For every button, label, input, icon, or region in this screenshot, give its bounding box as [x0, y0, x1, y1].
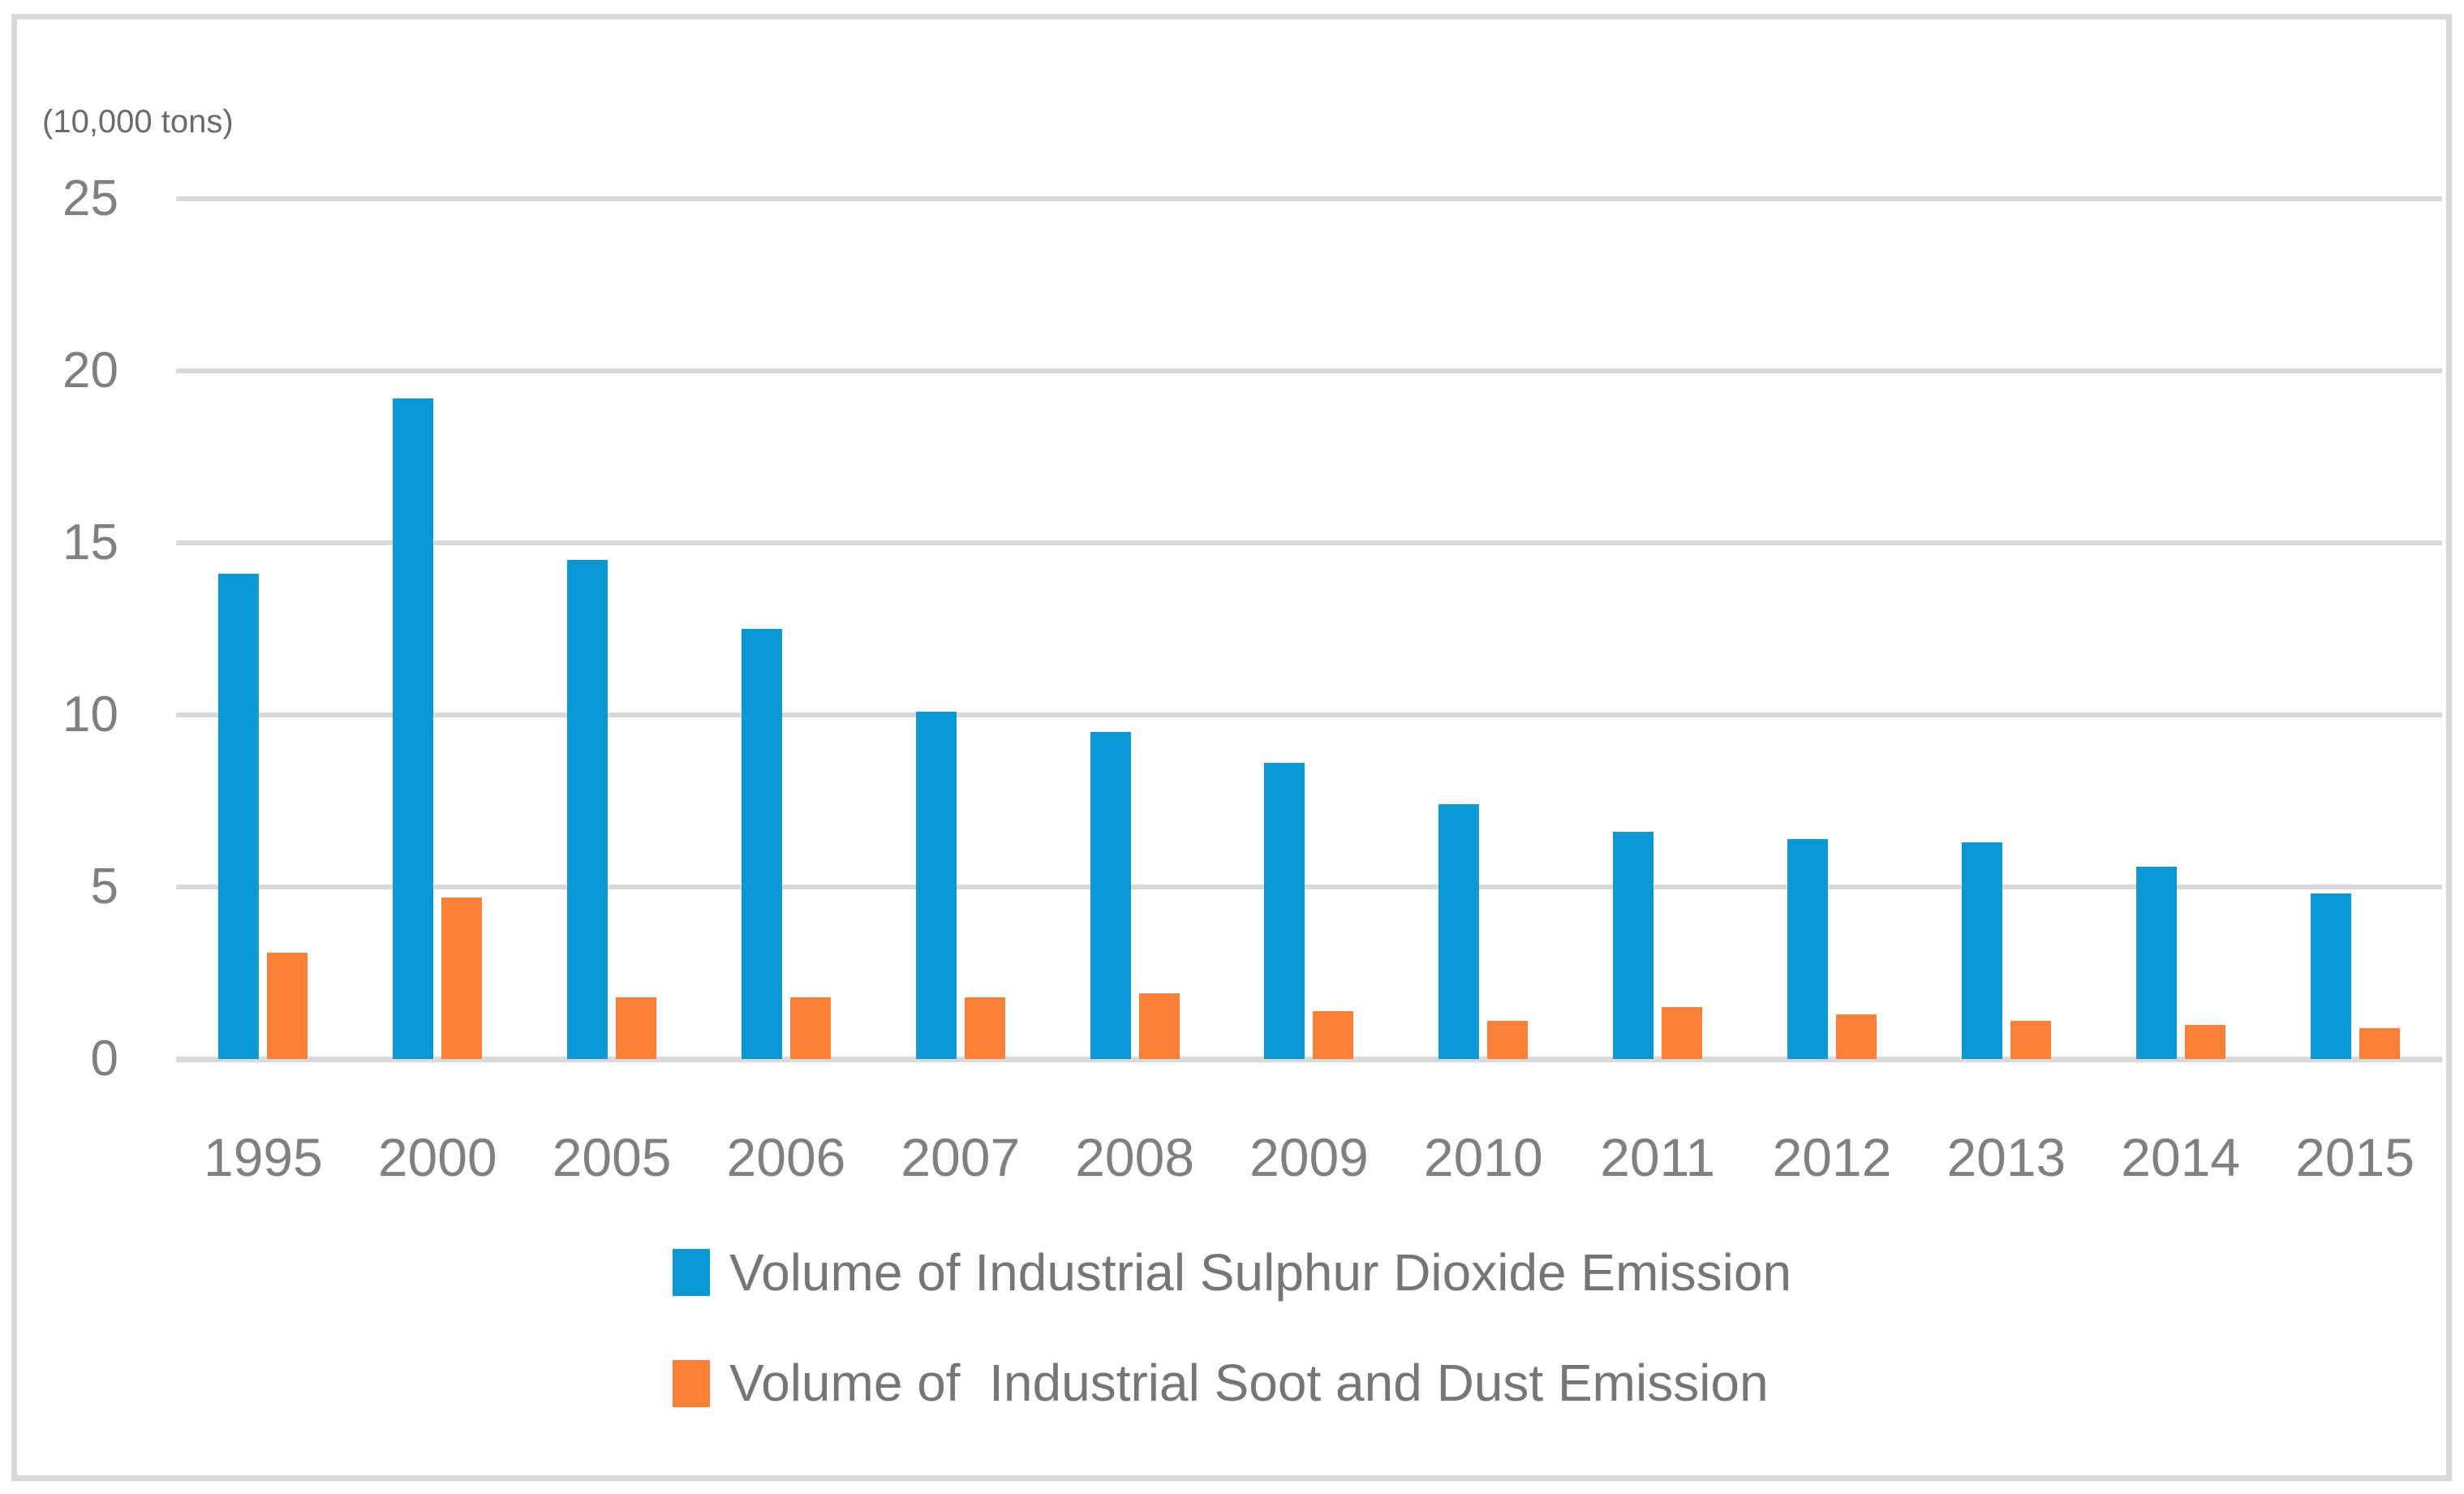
bar-group-2009	[1222, 199, 1396, 1059]
bar-soot-dust-1995	[267, 953, 308, 1059]
bar-sulphur-dioxide-2008	[1090, 732, 1131, 1059]
bar-sulphur-dioxide-2007	[915, 712, 957, 1059]
x-label-2005: 2005	[552, 1127, 672, 1187]
bar-group-2011	[1571, 199, 1745, 1059]
legend-swatch-soot-dust-icon	[672, 1359, 710, 1407]
bar-group-2007	[873, 199, 1047, 1059]
bar-group-2014	[2093, 199, 2268, 1059]
bar-group-2005	[525, 199, 699, 1059]
gridline-15	[176, 540, 2442, 545]
bar-sulphur-dioxide-1995	[218, 574, 260, 1059]
bar-soot-dust-2006	[789, 997, 831, 1059]
x-label-2009: 2009	[1249, 1127, 1369, 1187]
bar-sulphur-dioxide-2013	[1961, 842, 2002, 1059]
x-axis-labels: 1995 2000 2005 2006 2007 2008 2009 2010 2011 2012…	[176, 1126, 2442, 1188]
bar-groups	[176, 199, 2442, 1059]
bar-group-2008	[1047, 199, 1222, 1059]
x-label-2000: 2000	[377, 1127, 497, 1187]
gridline-20	[176, 368, 2442, 373]
gridline-0	[176, 1057, 2442, 1062]
bar-soot-dust-2013	[2010, 1021, 2051, 1059]
gridline-10	[176, 713, 2442, 717]
legend-label-sulphur-dioxide: Volume of Industrial Sulphur Dioxide Emi…	[729, 1243, 1792, 1302]
x-label-1995: 1995	[204, 1127, 323, 1187]
y-tick-15: 15	[62, 515, 118, 570]
bar-soot-dust-2007	[964, 997, 1005, 1059]
y-tick-10: 10	[62, 687, 118, 743]
bar-group-2000	[350, 199, 525, 1059]
y-tick-0: 0	[90, 1031, 118, 1087]
bar-group-1995	[176, 199, 350, 1059]
bar-soot-dust-2014	[2184, 1025, 2225, 1059]
y-axis-unit-label: (10,000 tons)	[42, 104, 234, 140]
x-label-2008: 2008	[1075, 1127, 1195, 1187]
plot-area	[176, 196, 2442, 1062]
bar-soot-dust-2010	[1487, 1021, 1529, 1059]
x-label-2010: 2010	[1423, 1127, 1543, 1187]
bar-group-2010	[1396, 199, 1571, 1059]
x-label-2006: 2006	[726, 1127, 846, 1187]
x-label-2015: 2015	[2295, 1127, 2415, 1187]
bar-sulphur-dioxide-2009	[1264, 763, 1305, 1059]
bar-sulphur-dioxide-2005	[567, 560, 608, 1059]
y-tick-25: 25	[62, 170, 118, 226]
bar-group-2012	[1745, 199, 1920, 1059]
bar-group-2006	[699, 199, 874, 1059]
legend: Volume of Industrial Sulphur Dioxide Emi…	[0, 1244, 2464, 1412]
legend-label-soot-dust: Volume of Industrial Soot and Dust Emiss…	[729, 1354, 1769, 1413]
legend-item-soot-dust: Volume of Industrial Soot and Dust Emiss…	[672, 1354, 1769, 1413]
bar-soot-dust-2011	[1662, 1007, 1703, 1059]
x-label-2007: 2007	[901, 1127, 1021, 1187]
legend-swatch-sulphur-dioxide-icon	[672, 1249, 710, 1297]
bar-soot-dust-2005	[616, 997, 657, 1059]
bar-sulphur-dioxide-2015	[2310, 893, 2351, 1059]
bar-sulphur-dioxide-2000	[393, 398, 434, 1059]
y-tick-5: 5	[90, 859, 118, 915]
bar-soot-dust-2000	[441, 898, 483, 1059]
bar-soot-dust-2015	[2359, 1028, 2400, 1059]
bar-sulphur-dioxide-2014	[2135, 867, 2177, 1059]
bar-sulphur-dioxide-2012	[1787, 839, 1829, 1059]
x-label-2011: 2011	[1600, 1127, 1716, 1187]
y-tick-20: 20	[62, 342, 118, 398]
bar-soot-dust-2012	[1836, 1014, 1877, 1059]
gridline-5	[176, 885, 2442, 889]
x-label-2013: 2013	[1946, 1127, 2066, 1187]
bar-group-2015	[2268, 199, 2442, 1059]
bar-sulphur-dioxide-2011	[1613, 832, 1654, 1059]
gridline-25	[176, 196, 2442, 201]
legend-item-sulphur-dioxide: Volume of Industrial Sulphur Dioxide Emi…	[672, 1243, 1792, 1302]
bar-soot-dust-2008	[1138, 993, 1180, 1059]
bar-soot-dust-2009	[1313, 1011, 1354, 1059]
x-label-2014: 2014	[2121, 1127, 2241, 1187]
bar-group-2013	[1919, 199, 2093, 1059]
x-label-2012: 2012	[1772, 1127, 1892, 1187]
bar-sulphur-dioxide-2006	[741, 629, 782, 1059]
bar-sulphur-dioxide-2010	[1438, 804, 1480, 1059]
